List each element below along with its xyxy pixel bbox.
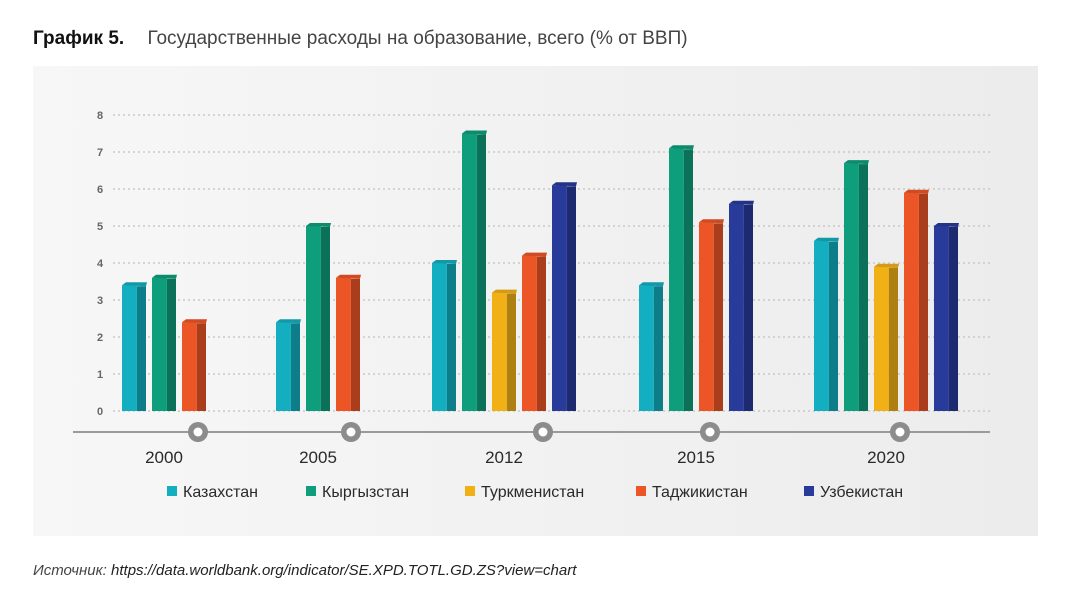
bar-казахстан-2020 — [814, 240, 829, 411]
bar-side-казахстан-2012 — [446, 264, 456, 411]
y-tick-label: 8 — [97, 110, 103, 122]
legend-label: Таджикистан — [652, 484, 748, 501]
bar-side-кыргызстан-2005 — [320, 227, 330, 411]
bar-top-таджикистан-2020 — [904, 189, 929, 194]
bar-таджикистан-2000 — [182, 322, 197, 411]
bar-side-туркменистан-2020 — [888, 267, 898, 411]
x-axis-marker-center-2015 — [705, 427, 715, 437]
bar-top-казахстан-2012 — [432, 260, 457, 264]
legend-swatch-таджикистан — [636, 486, 646, 496]
bar-top-казахстан-2005 — [276, 319, 301, 324]
x-tick-label: 2005 — [299, 448, 337, 467]
source-label: Источник: — [33, 562, 107, 579]
x-axis-marker-center-2000 — [193, 427, 203, 437]
figure-label: График 5. — [33, 28, 125, 49]
y-tick-label: 3 — [97, 295, 103, 307]
bar-top-кыргызстан-2000 — [152, 274, 177, 279]
bar-казахстан-2005 — [276, 322, 291, 411]
y-tick-label: 7 — [97, 147, 103, 159]
bar-side-таджикистан-2000 — [196, 323, 206, 411]
legend-label: Кыргызстан — [322, 484, 409, 501]
bar-туркменистан-2020 — [874, 266, 889, 411]
x-axis-marker-center-2020 — [895, 427, 905, 437]
bar-top-казахстан-2000 — [122, 282, 147, 287]
bar-top-узбекистан-2012 — [552, 182, 577, 187]
bar-side-таджикистан-2012 — [536, 256, 546, 411]
bar-top-туркменистан-2012 — [492, 289, 517, 294]
bar-казахстан-2000 — [122, 285, 137, 411]
bar-side-кыргызстан-2020 — [858, 164, 868, 411]
y-tick-label: 2 — [97, 332, 103, 344]
bar-side-узбекистан-2015 — [743, 204, 753, 411]
source-url: https://data.worldbank.org/indicator/SE.… — [111, 562, 577, 579]
bar-таджикистан-2005 — [336, 277, 351, 411]
bar-top-туркменистан-2020 — [874, 263, 899, 268]
bar-top-таджикистан-2005 — [336, 274, 361, 279]
bar-кыргызстан-2020 — [844, 163, 859, 411]
legend-swatch-казахстан — [167, 486, 177, 496]
chart-title: Государственные расходы на образование, … — [147, 28, 688, 49]
y-tick-label: 4 — [97, 258, 104, 270]
bar-кыргызстан-2015 — [669, 148, 684, 412]
bar-side-туркменистан-2012 — [506, 293, 516, 411]
bar-side-кыргызстан-2015 — [683, 149, 693, 412]
bar-top-таджикистан-2015 — [699, 219, 724, 224]
bar-side-узбекистан-2012 — [566, 186, 576, 411]
bar-top-кыргызстан-2012 — [462, 130, 487, 135]
bar-top-узбекистан-2020 — [934, 223, 959, 227]
bar-туркменистан-2012 — [492, 292, 507, 411]
bar-side-казахстан-2005 — [290, 323, 300, 411]
bar-узбекистан-2015 — [729, 203, 744, 411]
bar-top-узбекистан-2015 — [729, 200, 754, 205]
bar-узбекистан-2020 — [934, 226, 949, 411]
bar-top-казахстан-2015 — [639, 282, 664, 287]
legend-label: Туркменистан — [481, 484, 584, 501]
bar-таджикистан-2020 — [904, 192, 919, 411]
legend-swatch-узбекистан — [804, 486, 814, 496]
x-tick-label: 2020 — [867, 448, 905, 467]
bar-top-казахстан-2020 — [814, 237, 839, 242]
x-axis-marker-center-2012 — [538, 427, 548, 437]
x-tick-label: 2012 — [485, 448, 523, 467]
legend-swatch-кыргызстан — [306, 486, 316, 496]
bar-side-казахстан-2015 — [653, 286, 663, 411]
legend-swatch-туркменистан — [465, 486, 475, 496]
y-tick-label: 1 — [97, 369, 103, 381]
x-tick-label: 2015 — [677, 448, 715, 467]
bar-таджикистан-2015 — [699, 222, 714, 411]
y-tick-label: 6 — [97, 184, 103, 196]
bar-side-кыргызстан-2012 — [476, 134, 486, 411]
bar-казахстан-2012 — [432, 263, 447, 411]
y-tick-label: 0 — [97, 406, 103, 418]
bar-top-таджикистан-2000 — [182, 319, 207, 324]
bar-кыргызстан-2000 — [152, 277, 167, 411]
bar-top-кыргызстан-2020 — [844, 160, 869, 165]
bar-top-таджикистан-2012 — [522, 252, 547, 257]
bar-side-казахстан-2000 — [136, 286, 146, 411]
bar-top-кыргызстан-2005 — [306, 223, 331, 227]
bar-chart: 0 1 2 3 4 5 6 7 8 2000 2005 2012 2015 2020 Казахстан Кы… — [73, 110, 993, 501]
bar-side-кыргызстан-2000 — [166, 278, 176, 411]
bar-side-казахстан-2020 — [828, 241, 838, 411]
bar-кыргызстан-2012 — [462, 133, 477, 411]
bar-казахстан-2015 — [639, 285, 654, 411]
source-note: Источник: https://data.worldbank.org/ind… — [33, 562, 576, 579]
legend-label: Казахстан — [183, 484, 258, 501]
bar-узбекистан-2012 — [552, 185, 567, 411]
bar-side-таджикистан-2020 — [918, 193, 928, 411]
bar-side-узбекистан-2020 — [948, 227, 958, 411]
bar-side-таджикистан-2015 — [713, 223, 723, 411]
bar-top-кыргызстан-2015 — [669, 145, 694, 150]
y-tick-label: 5 — [97, 221, 103, 233]
chart-header: График 5. Государственные расходы на обр… — [33, 28, 688, 50]
bar-таджикистан-2012 — [522, 255, 537, 411]
x-tick-label: 2000 — [145, 448, 183, 467]
legend-label: Узбекистан — [820, 484, 903, 501]
x-axis-marker-center-2005 — [346, 427, 356, 437]
bar-кыргызстан-2005 — [306, 226, 321, 411]
bar-side-таджикистан-2005 — [350, 278, 360, 411]
